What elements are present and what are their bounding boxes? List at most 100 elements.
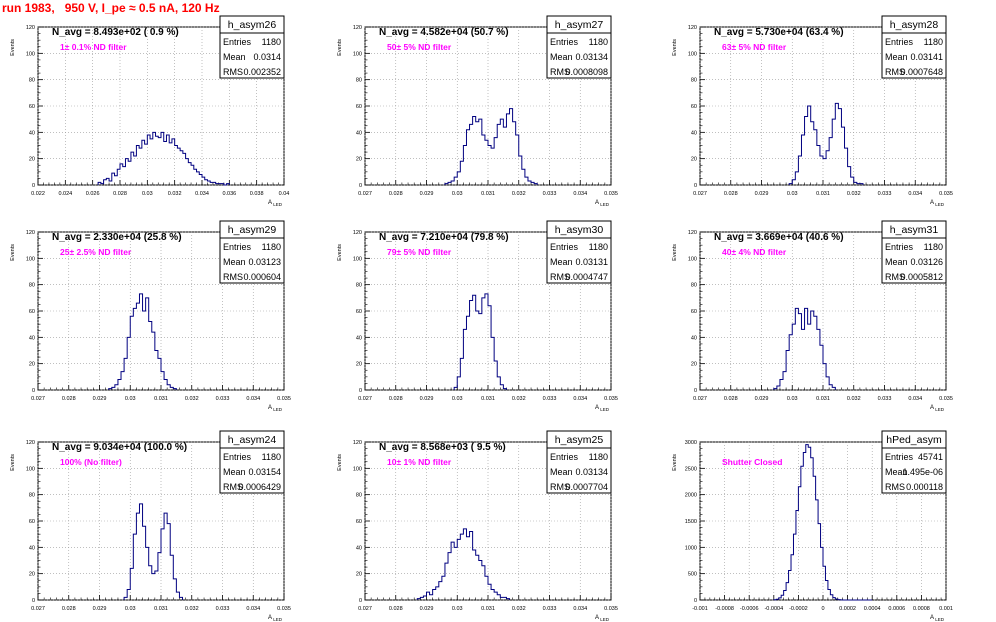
y-tick-label: 20 bbox=[29, 157, 35, 163]
x-tick-label: 0.028 bbox=[62, 606, 76, 612]
stats-value: 1180 bbox=[262, 37, 281, 47]
x-tick-label: 0.001 bbox=[939, 606, 953, 612]
stats-key: RMS bbox=[550, 272, 570, 282]
filter-label: 79± 5% ND filter bbox=[387, 247, 452, 257]
y-axis-title: Events bbox=[337, 244, 343, 261]
y-tick-label: 120 bbox=[353, 230, 362, 236]
x-tick-label: 0.0002 bbox=[839, 606, 856, 612]
x-tick-label: 0.032 bbox=[168, 191, 182, 197]
y-tick-label: 40 bbox=[356, 130, 362, 136]
y-tick-label: 120 bbox=[26, 440, 35, 446]
x-tick-label: 0.031 bbox=[481, 396, 495, 402]
y-tick-label: 100 bbox=[688, 51, 697, 57]
x-tick-label: 0.026 bbox=[86, 191, 100, 197]
y-axis-title: Events bbox=[672, 39, 678, 56]
y-tick-label: 40 bbox=[691, 335, 697, 341]
n-avg-title: N_avg = 4.582e+04 (50.7 %) bbox=[379, 27, 509, 38]
x-axis-title-main: A bbox=[930, 405, 934, 411]
histogram-line bbox=[108, 293, 177, 390]
stats-title: h_asym25 bbox=[555, 434, 604, 446]
x-tick-label: -0.0006 bbox=[740, 606, 759, 612]
histogram-line bbox=[453, 293, 507, 390]
filter-label: 100% (No filter) bbox=[60, 457, 122, 467]
y-tick-label: 80 bbox=[29, 493, 35, 499]
y-tick-label: 100 bbox=[26, 466, 35, 472]
histogram-line bbox=[444, 108, 538, 185]
y-tick-label: 20 bbox=[29, 572, 35, 578]
y-tick-label: 120 bbox=[353, 25, 362, 31]
stats-key: RMS bbox=[550, 482, 570, 492]
stats-value: 0.0314 bbox=[253, 52, 281, 62]
y-tick-label: 60 bbox=[29, 309, 35, 315]
x-tick-label: 0.032 bbox=[185, 606, 199, 612]
y-tick-label: 1000 bbox=[685, 545, 697, 551]
x-tick-label: 0.032 bbox=[512, 191, 526, 197]
stats-value: 0.03134 bbox=[575, 52, 608, 62]
y-tick-label: 60 bbox=[29, 519, 35, 525]
x-tick-label: 0.035 bbox=[604, 396, 618, 402]
y-axis-title: Events bbox=[337, 454, 343, 471]
run-title: run 1983, 950 V, I_pe ≈ 0.5 nA, 120 Hz bbox=[2, 1, 220, 15]
x-tick-label: 0.034 bbox=[908, 191, 922, 197]
y-tick-label: 0 bbox=[359, 598, 362, 604]
stats-value: 0.000118 bbox=[906, 482, 943, 492]
x-tick-label: 0.035 bbox=[939, 396, 953, 402]
stats-title: h_asym28 bbox=[890, 19, 939, 31]
stats-value: 45741 bbox=[918, 452, 943, 462]
x-axis-title-main: A bbox=[595, 405, 599, 411]
x-axis-title: A LED bbox=[595, 200, 610, 207]
x-tick-label: 0.03 bbox=[452, 191, 463, 197]
y-tick-label: 40 bbox=[29, 545, 35, 551]
x-tick-label: 0.035 bbox=[604, 606, 618, 612]
histogram-line bbox=[123, 503, 184, 600]
x-tick-label: 0.034 bbox=[246, 396, 260, 402]
x-axis-title-sub: LED bbox=[599, 617, 610, 622]
x-tick-label: 0.032 bbox=[512, 606, 526, 612]
x-tick-label: 0.027 bbox=[31, 396, 45, 402]
stats-value: 0.002352 bbox=[243, 67, 281, 77]
stats-key: Mean bbox=[223, 467, 246, 477]
filter-label: Shutter Closed bbox=[722, 457, 782, 467]
y-tick-label: 60 bbox=[691, 309, 697, 315]
stats-value: 0.000604 bbox=[243, 272, 281, 282]
x-tick-label: 0.022 bbox=[31, 191, 45, 197]
y-axis-title: Events bbox=[672, 244, 678, 261]
y-tick-label: 1500 bbox=[685, 519, 697, 525]
y-tick-label: 0 bbox=[359, 183, 362, 189]
y-tick-label: 0 bbox=[359, 388, 362, 394]
x-tick-label: 0.027 bbox=[31, 606, 45, 612]
y-tick-label: 0 bbox=[32, 183, 35, 189]
x-tick-label: 0.03 bbox=[142, 191, 153, 197]
stats-key: Mean bbox=[885, 257, 908, 267]
x-tick-label: 0.031 bbox=[481, 606, 495, 612]
stats-box bbox=[546, 15, 612, 79]
filter-label: 1± 0.1% ND filter bbox=[60, 42, 127, 52]
x-tick-label: 0.034 bbox=[573, 606, 587, 612]
stats-value: 1.495e-06 bbox=[902, 467, 943, 477]
stats-key: RMS bbox=[223, 482, 243, 492]
x-axis-title-main: A bbox=[595, 200, 599, 206]
y-tick-label: 500 bbox=[688, 572, 697, 578]
stats-key: Entries bbox=[223, 242, 252, 252]
x-tick-label: 0.031 bbox=[154, 396, 168, 402]
stats-title: h_asym30 bbox=[555, 224, 604, 236]
x-axis-title: A LED bbox=[930, 200, 945, 207]
x-tick-label: -0.0002 bbox=[789, 606, 808, 612]
stats-value: 0.0007648 bbox=[900, 67, 943, 77]
x-axis-title: A LED bbox=[268, 405, 283, 412]
stats-key: Entries bbox=[550, 242, 579, 252]
y-axis-title: Events bbox=[10, 244, 16, 261]
x-axis-title: A LED bbox=[268, 615, 283, 622]
x-tick-label: 0.024 bbox=[58, 191, 72, 197]
stats-value: 0.03123 bbox=[248, 257, 281, 267]
y-axis-title: Events bbox=[672, 454, 678, 471]
y-axis-title: Events bbox=[337, 39, 343, 56]
y-tick-label: 60 bbox=[29, 104, 35, 110]
x-tick-label: 0.03 bbox=[787, 191, 798, 197]
n-avg-title: N_avg = 2.330e+04 (25.8 %) bbox=[52, 232, 182, 243]
x-tick-label: 0.0008 bbox=[913, 606, 930, 612]
y-tick-label: 40 bbox=[29, 130, 35, 136]
stats-value: 1180 bbox=[589, 37, 608, 47]
stats-value: 0.03131 bbox=[575, 257, 608, 267]
